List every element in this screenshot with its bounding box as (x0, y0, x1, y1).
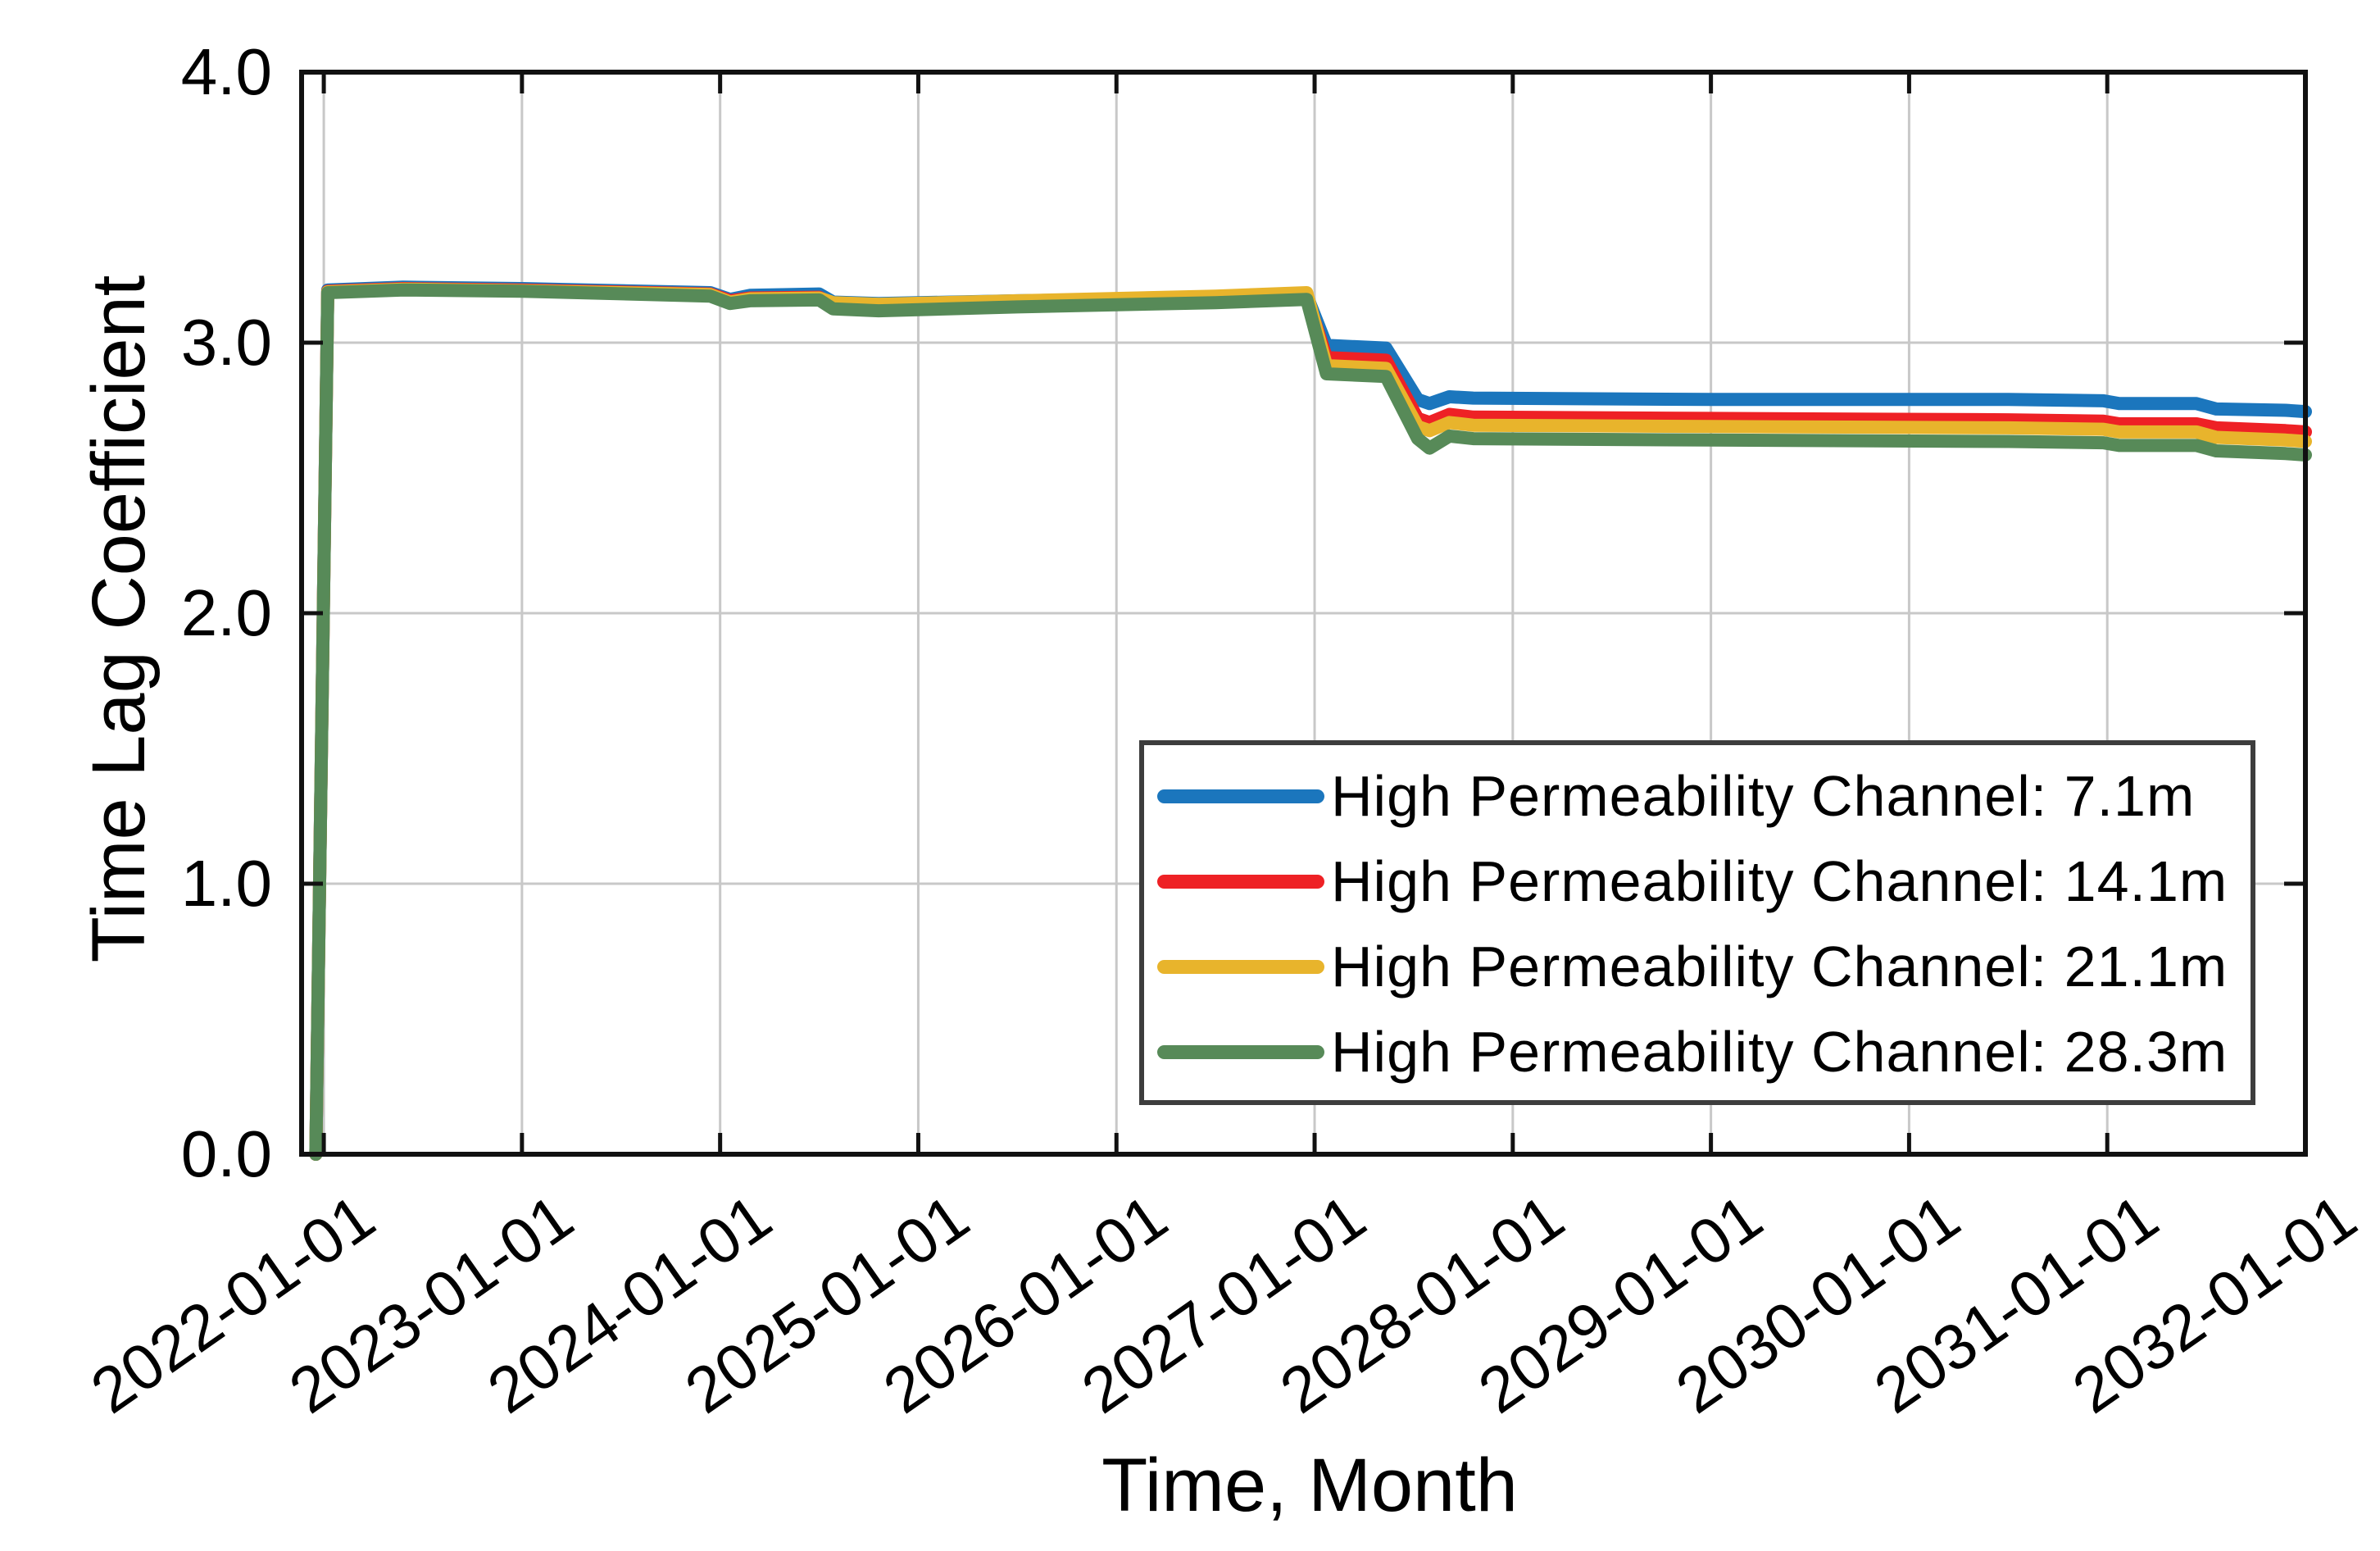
legend-box: High Permeability Channel: 7.1m High Per… (1139, 740, 2255, 1105)
y-tick-label: 0.0 (180, 1117, 272, 1190)
legend-item: High Permeability Channel: 21.1m (1157, 924, 2251, 1009)
legend-swatch-line-icon (1157, 874, 1324, 889)
x-axis-title: Time, Month (1101, 1444, 1518, 1527)
legend-item: High Permeability Channel: 7.1m (1157, 753, 2251, 839)
y-tick-label: 3.0 (180, 306, 272, 379)
legend-item-label: High Permeability Channel: 14.1m (1331, 849, 2228, 913)
legend-item: High Permeability Channel: 14.1m (1157, 839, 2251, 924)
series-line-3 (309, 283, 2312, 1161)
legend-swatch-line-icon (1157, 1044, 1324, 1059)
legend-item: High Permeability Channel: 28.3m (1157, 1009, 2251, 1094)
legend-item-label: High Permeability Channel: 21.1m (1331, 935, 2228, 998)
y-tick-label: 4.0 (180, 35, 272, 108)
legend-swatch-line-icon (1157, 789, 1324, 803)
y-axis-title: Time Lag Coefficient (77, 275, 161, 963)
legend-swatch-line-icon (1157, 959, 1324, 974)
legend-item-label: High Permeability Channel: 28.3m (1331, 1020, 2228, 1084)
y-tick-label: 2.0 (180, 576, 272, 649)
y-tick-label: 1.0 (180, 847, 272, 920)
legend-item-label: High Permeability Channel: 7.1m (1331, 764, 2196, 828)
